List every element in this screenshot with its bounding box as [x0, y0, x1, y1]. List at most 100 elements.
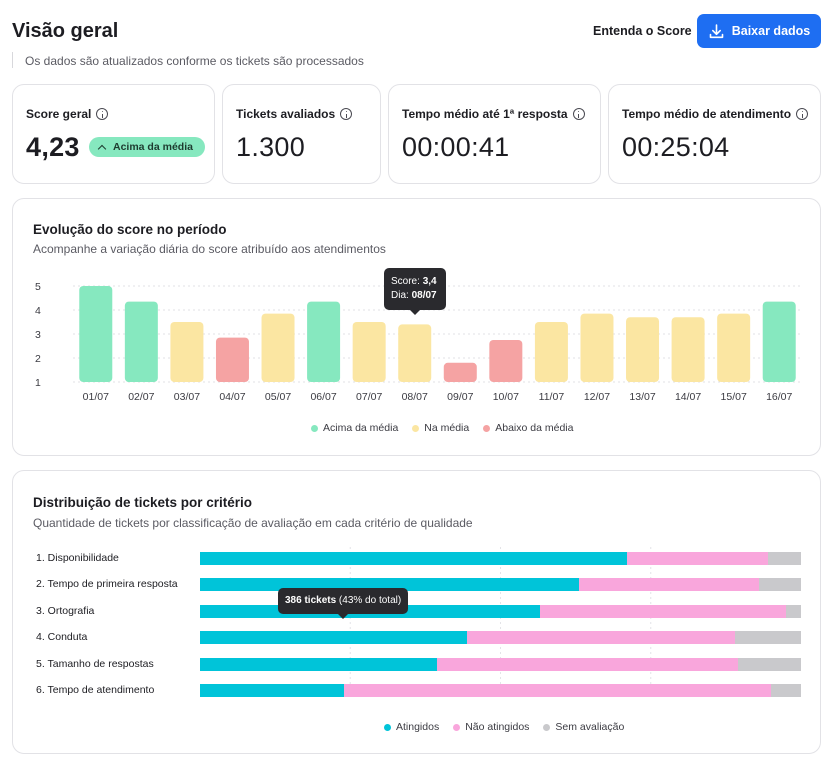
x-tick-label: 14/07	[675, 391, 701, 403]
legend-item-not-met[interactable]: Não atingidos	[453, 721, 529, 733]
bar-segment[interactable]	[626, 552, 768, 565]
legend-label: Atingidos	[396, 721, 440, 733]
tooltip-score-label: Score:	[391, 276, 420, 287]
bar-segment[interactable]	[200, 657, 438, 671]
legend-item-below[interactable]: Abaixo da média	[483, 422, 573, 434]
x-tick-label: 10/07	[493, 391, 519, 403]
kpi-card-tickets: Tickets avaliados 1.300	[222, 84, 381, 184]
criterion-bar	[200, 552, 801, 565]
legend-item-none[interactable]: Sem avaliação	[543, 721, 624, 733]
bar-segment[interactable]	[200, 684, 345, 697]
score-info-link[interactable]: Entenda o Score	[593, 24, 692, 38]
x-tick-label: 03/07	[174, 391, 200, 403]
score-bar-chart: 1 2 3 4 5 01/07 02/07 03/07 04/07 05/07 06/07 07/07…	[35, 281, 802, 403]
legend-label: Abaixo da média	[495, 422, 574, 434]
bar-segment[interactable]	[200, 552, 627, 565]
kpi-value: 00:00:41	[402, 132, 510, 162]
distribution-legend: Atingidos Não atingidos Sem avaliação	[384, 721, 624, 733]
legend-item-average[interactable]: Na média	[412, 422, 469, 434]
info-icon[interactable]	[572, 108, 585, 120]
bar-segment[interactable]	[785, 604, 801, 618]
legend-label: Acima da média	[323, 422, 399, 434]
legend-dot	[483, 424, 491, 432]
x-tick-label: 08/07	[402, 391, 428, 403]
legend-item-above[interactable]: Acima da média	[311, 422, 398, 434]
y-tick-label: 5	[35, 281, 41, 293]
kpi-card-handling-time: Tempo médio de atendimento 00:25:04	[608, 84, 821, 184]
bar-segment[interactable]	[737, 657, 801, 671]
bar-segment[interactable]	[437, 657, 738, 671]
status-badge-label: Acima da média	[113, 141, 193, 153]
score-bar[interactable]	[307, 301, 341, 382]
score-bar[interactable]	[489, 340, 523, 382]
download-button-label: Baixar dados	[731, 24, 811, 38]
score-bar[interactable]	[124, 301, 158, 382]
score-bar[interactable]	[443, 362, 477, 382]
x-tick-label: 12/07	[584, 391, 610, 403]
x-tick-label: 07/07	[356, 391, 382, 403]
kpi-label: Score geral	[26, 107, 92, 121]
x-tick-label: 04/07	[219, 391, 245, 403]
criterion-bar	[200, 657, 801, 671]
bar-segment[interactable]	[539, 604, 786, 618]
tooltip-day-label: Dia:	[391, 290, 409, 301]
x-tick-label: 15/07	[721, 391, 747, 403]
legend-label: Na média	[424, 422, 470, 434]
score-chart-card: Evolução do score no período Acompanhe a…	[12, 198, 821, 456]
kpi-value: 00:25:04	[622, 132, 730, 162]
kpi-card-first-response: Tempo médio até 1ª resposta 00:00:41	[388, 84, 601, 184]
x-tick-label: 02/07	[128, 391, 154, 403]
info-icon[interactable]	[96, 108, 109, 120]
tooltip-day-value: 08/07	[411, 290, 437, 301]
tooltip-score-value: 3,4	[422, 276, 437, 287]
legend-item-met[interactable]: Atingidos	[384, 721, 439, 733]
page-title: Visão geral	[12, 20, 119, 42]
x-tick-label: 11/07	[539, 391, 565, 403]
page-subtitle: Os dados são atualizados conforme os tic…	[25, 54, 364, 68]
score-bar[interactable]	[671, 317, 705, 382]
bar-segment[interactable]	[344, 684, 771, 697]
kpi-label: Tempo médio de atendimento	[622, 107, 792, 121]
download-data-button[interactable]: Baixar dados	[697, 14, 821, 48]
chevron-up-icon	[97, 144, 107, 153]
criterion-label: 6. Tempo de atendimento	[36, 684, 155, 696]
distribution-card: Distribuição de tickets por critério Qua…	[12, 470, 821, 754]
score-bar[interactable]	[626, 317, 660, 382]
score-bar[interactable]	[398, 324, 432, 382]
legend-dot	[543, 723, 551, 731]
bar-segment[interactable]	[734, 631, 801, 645]
legend-label: Sem avaliação	[555, 721, 625, 733]
bar-segment[interactable]	[770, 684, 801, 697]
score-bar[interactable]	[534, 322, 568, 382]
bar-segment[interactable]	[200, 631, 468, 645]
bar-segment[interactable]	[578, 578, 759, 592]
y-tick-label: 4	[35, 305, 41, 317]
x-tick-label: 06/07	[310, 391, 336, 403]
score-bar[interactable]	[717, 313, 751, 382]
score-bar[interactable]	[580, 313, 614, 382]
download-icon	[709, 23, 724, 38]
distribution-title: Distribuição de tickets por critério	[33, 495, 253, 510]
score-bar[interactable]	[170, 322, 204, 382]
bar-segment[interactable]	[467, 631, 735, 645]
tooltip-percent: (43% do total)	[336, 595, 402, 606]
status-badge: Acima da média	[89, 137, 205, 157]
criterion-label: 4. Conduta	[36, 631, 88, 644]
subtitle-divider: Os dados são atualizados conforme os tic…	[12, 52, 364, 68]
score-bar[interactable]	[352, 322, 386, 382]
distribution-subtitle: Quantidade de tickets por classificação …	[33, 516, 473, 530]
score-legend: Acima da média Na média Abaixo da média	[311, 422, 573, 434]
score-bar[interactable]	[762, 301, 796, 382]
info-icon[interactable]	[340, 108, 353, 120]
score-bar[interactable]	[79, 286, 113, 382]
legend-dot	[453, 723, 461, 731]
score-bar[interactable]	[215, 337, 249, 382]
legend-label: Não atingidos	[465, 721, 530, 733]
score-bar[interactable]	[261, 313, 295, 382]
x-tick-label: 01/07	[83, 391, 109, 403]
bar-segment[interactable]	[758, 578, 801, 592]
info-icon[interactable]	[796, 108, 809, 120]
bar-segment[interactable]	[767, 552, 801, 565]
x-tick-label: 16/07	[766, 391, 792, 403]
distribution-tooltip: 386 tickets (43% do total)	[278, 588, 409, 619]
